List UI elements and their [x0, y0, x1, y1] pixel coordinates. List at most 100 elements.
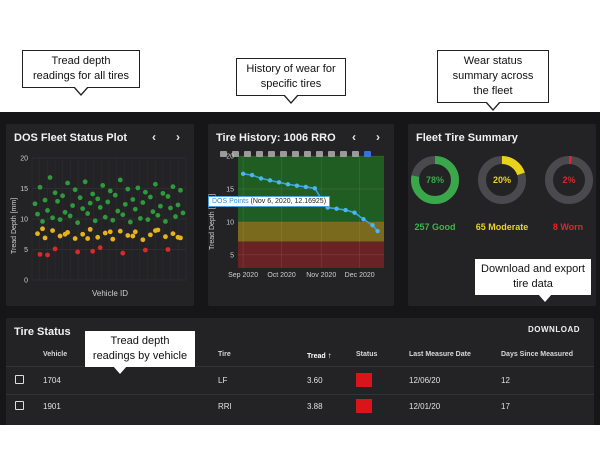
scatter-point — [87, 226, 93, 232]
lasso-icon[interactable] — [256, 151, 263, 157]
history-point[interactable] — [375, 228, 380, 234]
callout-tail — [112, 366, 129, 376]
history-point[interactable] — [276, 180, 282, 185]
fleet-scatter-chart[interactable]: 0 5 10 15 20 Tread Depth [mm] Vehicle ID — [6, 150, 194, 306]
zoom-in-icon[interactable] — [280, 151, 287, 157]
scatter-point — [72, 187, 78, 193]
scatter-point — [140, 237, 146, 243]
cell-tread: 3.88 — [307, 402, 323, 411]
row-divider — [6, 366, 594, 367]
scatter-point — [147, 194, 153, 200]
history-point[interactable] — [294, 183, 300, 188]
history-point[interactable] — [370, 222, 375, 228]
ring-arc — [411, 156, 459, 204]
history-prev-button[interactable]: ‹ — [352, 130, 356, 144]
box-select-icon[interactable] — [268, 151, 275, 157]
scatter-point — [158, 203, 163, 209]
history-point[interactable] — [334, 206, 339, 211]
history-point[interactable] — [240, 171, 246, 176]
history-point[interactable] — [285, 182, 291, 187]
scatter-point — [107, 229, 113, 235]
x-tick-label: Nov 2020 — [306, 272, 336, 279]
scatter-point — [97, 245, 103, 251]
compare-icon[interactable] — [352, 151, 359, 157]
scatter-point — [180, 210, 186, 216]
y-tick-label: 5 — [230, 252, 234, 259]
row-checkbox[interactable] — [15, 401, 24, 410]
scatter-point — [52, 246, 58, 252]
ring-arc — [545, 156, 593, 204]
row-checkbox[interactable] — [15, 375, 24, 384]
scatter-point — [135, 185, 141, 191]
col-last-measure[interactable]: Last Measure Date — [409, 351, 471, 358]
scatter-point — [115, 208, 121, 214]
scatter-point — [95, 196, 101, 202]
x-tick-label: Oct 2020 — [267, 272, 296, 279]
scatter-point — [153, 181, 158, 187]
fleet-plot-title: DOS Fleet Status Plot — [14, 132, 128, 144]
scatter-point — [130, 197, 136, 202]
callout-summary: Wear status summary across the fleet — [437, 50, 549, 111]
col-tread-label: Tread — [307, 353, 326, 360]
home-icon[interactable] — [316, 151, 323, 157]
y-tick-label: 10 — [226, 219, 234, 226]
history-point[interactable] — [267, 178, 273, 183]
callout-tread-text: Tread depth readings for all tires — [33, 55, 129, 82]
scatter-point — [80, 231, 86, 237]
scatter-point — [178, 187, 183, 193]
history-point[interactable] — [303, 184, 309, 190]
tire-history-card: Tire History: 1006 RRO ‹ › 5 10 15 20 Sep 20… — [208, 124, 394, 306]
col-days-since[interactable]: Days Since Measured — [501, 351, 573, 358]
col-status[interactable]: Status — [356, 351, 378, 358]
callout-tail — [485, 101, 501, 111]
cell-date: 12/01/20 — [409, 402, 441, 411]
col-tread[interactable]: Tread ↑ — [307, 351, 332, 360]
scatter-point — [60, 193, 65, 199]
scatter-point — [40, 219, 45, 224]
scatter-point — [120, 212, 126, 218]
scatter-point — [163, 234, 168, 240]
callout-tail — [536, 294, 553, 304]
col-vehicle[interactable]: Vehicle — [43, 351, 68, 358]
col-tire[interactable]: Tire — [218, 351, 231, 358]
scatter-point — [72, 236, 78, 241]
tire-status-title: Tire Status — [14, 326, 71, 338]
history-point[interactable] — [343, 207, 348, 213]
scatter-point — [122, 201, 128, 207]
scatter-point — [120, 250, 126, 256]
camera-icon[interactable] — [220, 151, 227, 157]
history-point[interactable] — [249, 172, 255, 178]
history-point[interactable] — [312, 186, 318, 191]
scatter-point — [57, 233, 63, 239]
scatter-point — [47, 175, 53, 180]
pan-icon[interactable] — [244, 151, 251, 157]
zoom-out-icon[interactable] — [292, 151, 299, 157]
next-button[interactable]: › — [176, 130, 180, 144]
spike-icon[interactable] — [328, 151, 335, 157]
history-point[interactable] — [258, 176, 264, 181]
scatter-point — [117, 228, 123, 234]
logo-icon[interactable] — [364, 151, 371, 157]
scatter-point — [142, 247, 148, 253]
history-point[interactable] — [352, 210, 357, 215]
cell-tire: RRI — [218, 402, 232, 411]
autoscale-icon[interactable] — [304, 151, 311, 157]
callout-tail — [283, 94, 299, 104]
hover-icon[interactable] — [340, 151, 347, 157]
tooltip-value: (Nov 6, 2020, 12.16925) — [250, 198, 327, 205]
wear-band — [238, 221, 384, 242]
tooltip-label: DOS Points — [212, 198, 249, 205]
history-point[interactable] — [361, 217, 366, 222]
scatter-point — [173, 214, 178, 219]
scatter-point — [100, 183, 106, 188]
moderate-count: 65 Moderate — [475, 222, 529, 232]
zoom-icon[interactable] — [232, 151, 239, 157]
scatter-point — [55, 198, 60, 204]
prev-button[interactable]: ‹ — [152, 130, 156, 144]
download-button[interactable]: DOWNLOAD — [528, 325, 580, 334]
scatter-point — [50, 215, 55, 221]
fleet-ylabel: Tread Depth [mm] — [11, 198, 18, 254]
history-next-button[interactable]: › — [376, 130, 380, 144]
row-divider — [6, 394, 594, 395]
